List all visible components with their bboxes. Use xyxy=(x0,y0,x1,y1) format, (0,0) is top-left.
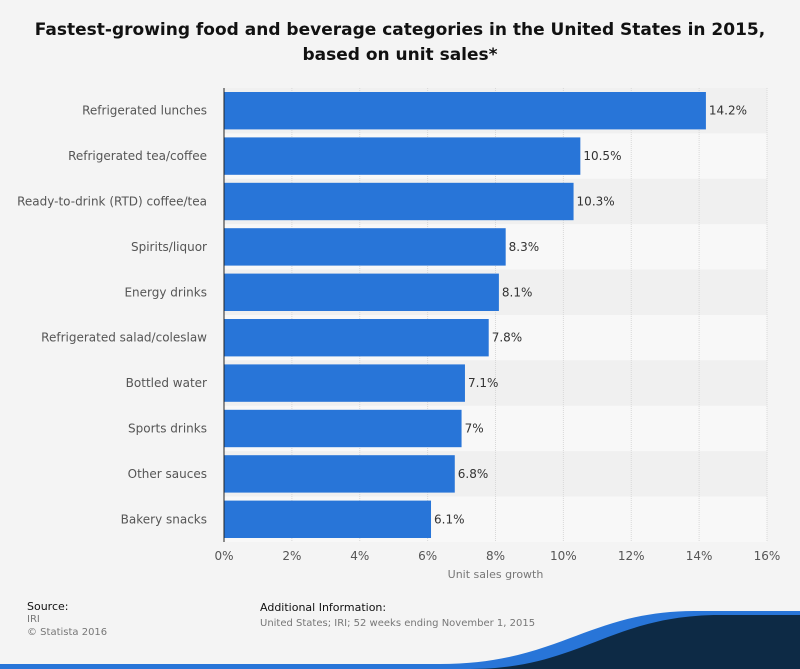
category-label: Refrigerated lunches xyxy=(82,104,207,118)
value-label: 7.1% xyxy=(468,376,499,390)
x-tick-labels: 0% 2% 4% 6% 8% 10% 12% 14% 16% xyxy=(214,549,780,563)
source-block: Source: IRI © Statista 2016 xyxy=(27,600,107,639)
decorative-wave xyxy=(0,610,800,669)
bar xyxy=(224,92,706,130)
value-label: 7% xyxy=(465,422,484,436)
x-tick-label: 2% xyxy=(282,549,301,563)
x-tick-label: 4% xyxy=(350,549,369,563)
chart-title: Fastest-growing food and beverage catego… xyxy=(0,18,800,68)
value-label: 8.3% xyxy=(509,240,540,254)
category-label: Bakery snacks xyxy=(121,512,207,526)
bars xyxy=(224,92,706,538)
source-heading: Source: xyxy=(27,600,69,613)
x-tick-label: 0% xyxy=(214,549,233,563)
value-label: 6.8% xyxy=(458,467,489,481)
x-tick-label: 14% xyxy=(686,549,713,563)
x-tick-label: 8% xyxy=(486,549,505,563)
bar xyxy=(224,500,432,538)
category-label: Sports drinks xyxy=(128,422,207,436)
value-label: 8.1% xyxy=(502,285,533,299)
copyright-text: © Statista 2016 xyxy=(27,627,108,638)
category-label: Ready-to-drink (RTD) coffee/tea xyxy=(17,195,207,209)
bar-chart: Refrigerated lunches Refrigerated tea/cof… xyxy=(17,88,780,581)
x-axis-title: Unit sales growth xyxy=(448,568,544,581)
x-tick-label: 16% xyxy=(754,549,781,563)
source-name: IRI xyxy=(27,614,40,625)
value-label: 10.5% xyxy=(583,149,621,163)
bar xyxy=(224,319,489,357)
additional-info-text: United States; IRI; 52 weeks ending Nove… xyxy=(260,618,536,629)
bar xyxy=(224,455,455,493)
chart-title-line1: Fastest-growing food and beverage catego… xyxy=(34,20,766,40)
category-label: Bottled water xyxy=(126,376,207,390)
value-label: 6.1% xyxy=(434,512,465,526)
category-label: Energy drinks xyxy=(124,285,207,299)
additional-info-block: Additional Information: United States; I… xyxy=(260,601,535,630)
value-label: 14.2% xyxy=(709,104,747,118)
bar xyxy=(224,137,581,175)
wave-dark xyxy=(470,615,800,669)
value-labels: 14.2% 10.5% 10.3% 8.3% 8.1% 7.8% 7.1% 7% 6.8% 6.1… xyxy=(434,104,747,527)
bar xyxy=(224,409,462,448)
chart-title-line2: based on unit sales* xyxy=(302,45,498,65)
category-label: Spirits/liquor xyxy=(131,240,207,254)
x-tick-label: 10% xyxy=(550,549,577,563)
additional-info-heading: Additional Information: xyxy=(260,601,387,614)
x-tick-label: 6% xyxy=(418,549,437,563)
category-labels: Refrigerated lunches Refrigerated tea/cof… xyxy=(17,104,207,527)
bar xyxy=(224,273,499,311)
bar xyxy=(224,364,465,402)
x-tick-label: 12% xyxy=(618,549,645,563)
bar xyxy=(224,228,506,266)
category-label: Refrigerated salad/coleslaw xyxy=(41,331,207,345)
bar xyxy=(224,182,574,221)
value-label: 10.3% xyxy=(577,195,615,209)
value-label: 7.8% xyxy=(492,331,523,345)
category-label: Refrigerated tea/coffee xyxy=(68,149,207,163)
category-label: Other sauces xyxy=(128,467,207,481)
